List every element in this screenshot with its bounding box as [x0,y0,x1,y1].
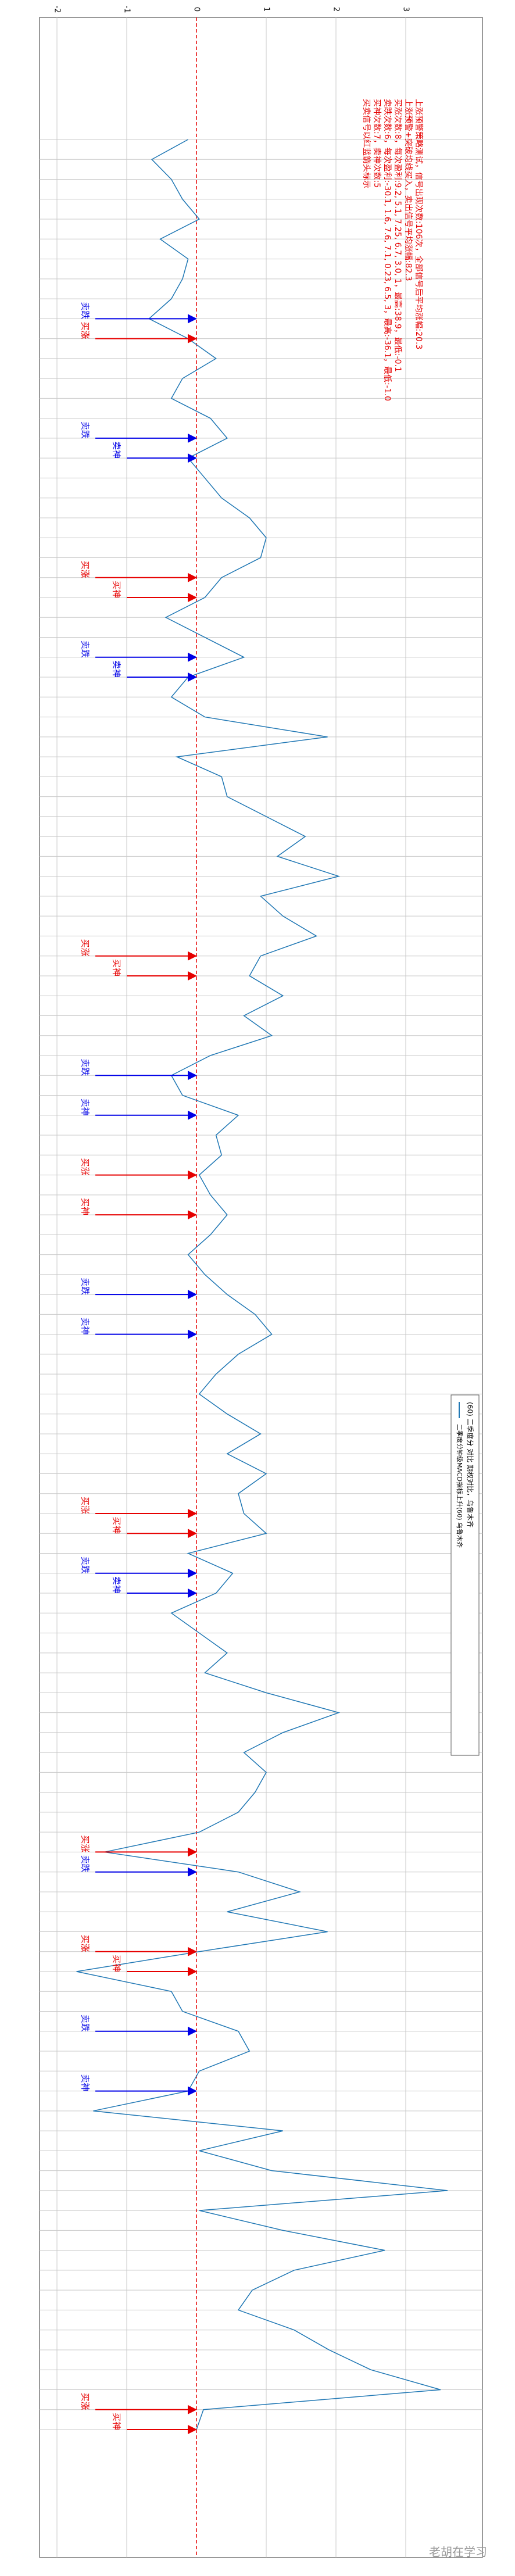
note: 卖跌次数:6，每次盈利:-30.1, 1.6, 7.6, 7.1, 0.23, … [382,99,392,401]
note: 上涨预警+突破均线买入，卖出信号平均涨幅:82.3 [403,99,413,281]
signal-label: 买涨 [80,322,91,339]
x-tick-label: 1 [262,7,271,12]
signal-label: 买涨 [80,1158,91,1176]
x-tick-label: 0 [192,7,201,12]
signal-label: 买神 [112,1955,122,1972]
signal-label: 卖跌 [80,302,91,319]
signal-label: 买涨 [80,1497,91,1514]
note: 买神次数:7，卖神次数:5 [372,99,381,188]
signal-label: 买神 [112,959,122,976]
x-tick-label: 2 [332,7,341,12]
signal-label: 卖跌 [80,1278,91,1295]
legend-label: 二季度分钟级MACD指标上升(60) 乌鲁木齐 [456,1424,464,1548]
watermark: 老胡在学习 [429,2545,487,2559]
signal-label: 买涨 [80,1935,91,1952]
signal-label: 卖跌 [80,1855,91,1873]
signal-label: 卖跌 [80,1557,91,1574]
x-tick-label: -1 [123,6,131,13]
signal-label: 买涨 [80,1835,91,1852]
x-tick-label: 3 [402,7,410,12]
signal-label: 买神 [112,2413,122,2430]
signal-label: 买神 [112,1516,122,1534]
signal-label: 买涨 [80,939,91,957]
signal-label: 买涨 [80,2393,91,2410]
plot-frame [39,17,483,2558]
note: 买涨次数:8，每次盈利:9.2, 5.1, 7.25, 6.7, 3.0, 1，… [393,99,403,372]
legend-box [450,1394,480,1756]
note: 买卖信号以红蓝箭头标示 [362,99,371,188]
signal-label: 卖跌 [80,2015,91,2032]
signal-label: 卖神 [112,660,122,678]
signal-label: 卖神 [112,441,122,459]
note: 上涨预警策略测试，信号出现次数:106次，全部信号后平均涨幅:20.3 [414,99,424,349]
signal-label: 卖神 [80,1099,91,1116]
signal-label: 卖神 [80,2074,91,2092]
legend-title: (60) 二季度分 对比 期权对比，乌鲁木齐 [466,1402,475,1527]
signal-label: 卖神 [112,1576,122,1594]
signal-label: 卖神 [80,1318,91,1335]
signal-label: 卖跌 [80,641,91,658]
x-tick-label: -2 [53,6,62,13]
signal-label: 买神 [112,581,122,598]
signal-label: 卖跌 [80,421,91,439]
series-line [76,139,448,2430]
signal-label: 买涨 [80,561,91,578]
signal-label: 卖跌 [80,1058,91,1076]
signal-label: 买神 [80,1198,91,1215]
